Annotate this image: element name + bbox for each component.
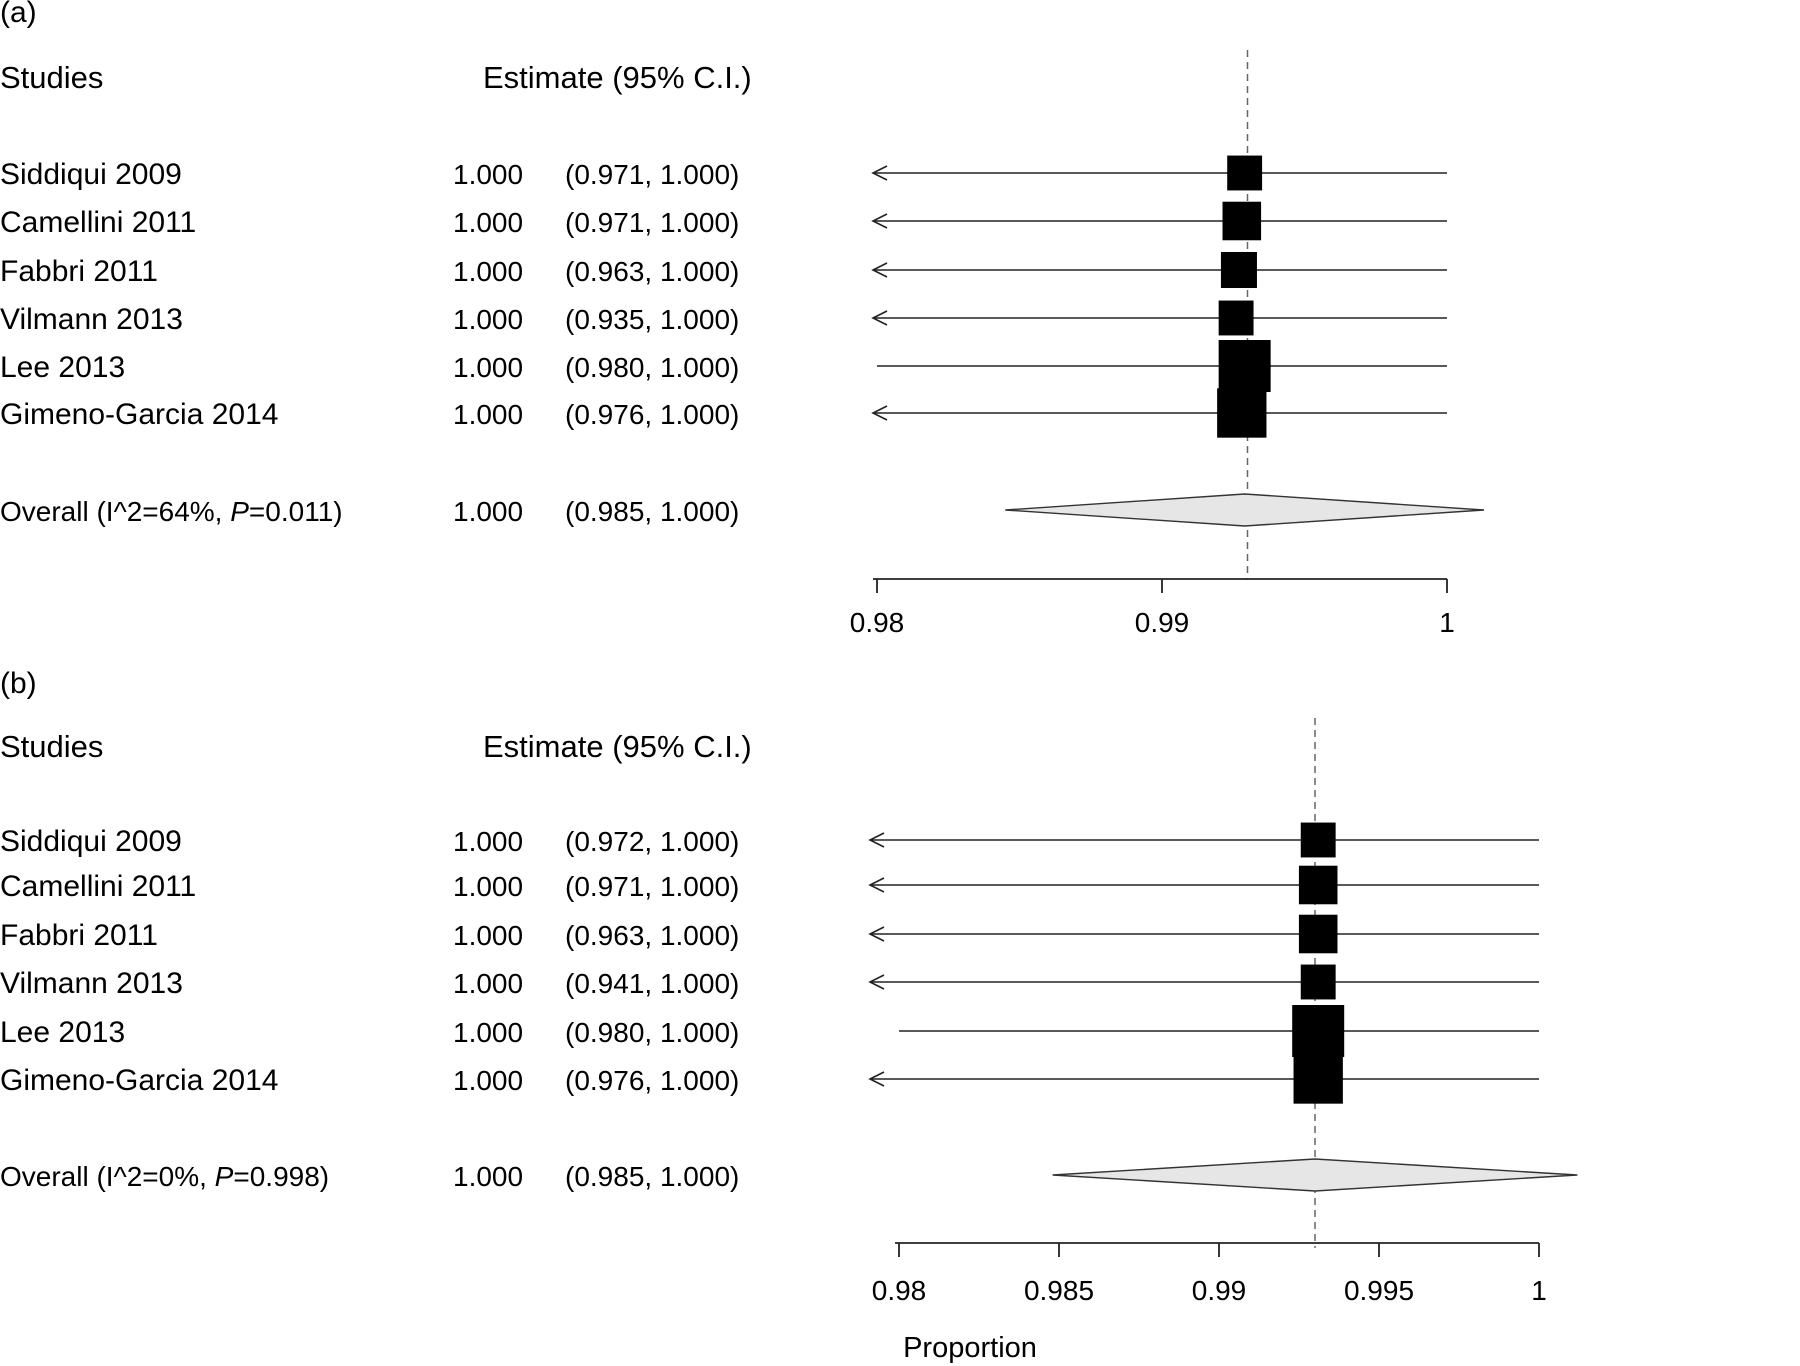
confidence-interval-text: (0.980, 1.000) [565,1017,739,1048]
study-label: Vilmann 2013 [0,303,183,336]
x-tick-label: 1 [1439,607,1455,638]
estimate-value: 1.000 [453,256,523,287]
estimate-header: Estimate (95% C.I.) [483,60,752,95]
x-tick-label: 0.98 [850,607,905,638]
overall-label: Overall (I^2=64%, P=0.011) [0,496,343,527]
study-label: Fabbri 2011 [0,919,158,952]
overall-confidence-interval-text: (0.985, 1.000) [565,496,739,527]
confidence-interval-text: (0.980, 1.000) [565,352,739,383]
estimate-value: 1.000 [453,304,523,335]
x-tick-label: 0.99 [1192,1275,1247,1306]
point-estimate-square [1227,155,1263,191]
x-tick-label: 0.995 [1344,1275,1414,1306]
estimate-value: 1.000 [453,1017,523,1048]
overall-diamond [1052,1158,1578,1192]
confidence-interval-text: (0.971, 1.000) [565,207,739,238]
studies-header: Studies [0,729,103,764]
studies-header: Studies [0,60,103,95]
forest-panel-1: (a) Studies Estimate (95% C.I.) Siddiqui 20… [0,0,1485,638]
x-tick-label: 0.985 [1024,1275,1094,1306]
point-estimate-square [1217,388,1267,438]
x-tick-label: 0.98 [872,1275,927,1306]
confidence-interval-text: (0.963, 1.000) [565,256,739,287]
panel-label: (a) [0,0,37,29]
x-axis-title: Proportion [903,1332,1037,1364]
point-estimate-square [1218,340,1271,392]
ci-arrow-left [871,310,888,326]
estimate-value: 1.000 [453,968,523,999]
point-estimate-square [1298,914,1338,954]
ci-arrow-left [871,262,888,278]
ci-arrow-left [868,877,885,893]
confidence-interval-text: (0.963, 1.000) [565,920,739,951]
confidence-interval-text: (0.971, 1.000) [565,159,739,190]
confidence-interval-text: (0.972, 1.000) [565,826,739,857]
estimate-value: 1.000 [453,207,523,238]
confidence-interval-text: (0.941, 1.000) [565,968,739,999]
confidence-interval-text: (0.971, 1.000) [565,871,739,902]
study-label: Vilmann 2013 [0,967,183,1000]
ci-arrow-left [868,926,885,942]
study-label: Siddiqui 2009 [0,158,182,191]
estimate-value: 1.000 [453,871,523,902]
x-tick-label: 1 [1531,1275,1547,1306]
point-estimate-square [1298,865,1338,905]
point-estimate-square [1218,300,1254,336]
ci-arrow-left [868,832,885,848]
overall-label: Overall (I^2=0%, P=0.998) [0,1161,329,1192]
ci-arrow-left [868,1071,885,1087]
estimate-value: 1.000 [453,826,523,857]
study-label: Camellini 2011 [0,206,196,239]
overall-estimate-value: 1.000 [453,1161,523,1192]
estimate-value: 1.000 [453,920,523,951]
ci-arrow-left [871,165,888,181]
point-estimate-square [1293,1054,1343,1104]
estimate-value: 1.000 [453,352,523,383]
overall-estimate-value: 1.000 [453,496,523,527]
study-label: Camellini 2011 [0,870,196,903]
overall-confidence-interval-text: (0.985, 1.000) [565,1161,739,1192]
ci-arrow-left [871,213,888,229]
point-estimate-square [1220,251,1257,289]
study-label: Fabbri 2011 [0,255,158,288]
confidence-interval-text: (0.935, 1.000) [565,304,739,335]
point-estimate-square [1300,822,1336,858]
point-estimate-square [1300,964,1336,1000]
x-tick-label: 0.99 [1135,607,1190,638]
forest-panel-2: (b) Studies Estimate (95% C.I.) Siddiqui 20… [0,667,1578,1364]
study-label: Lee 2013 [0,1016,125,1049]
study-label: Lee 2013 [0,351,125,384]
overall-diamond [1005,493,1485,527]
ci-arrow-left [868,974,885,990]
estimate-value: 1.000 [453,159,523,190]
ci-arrow-left [871,405,888,421]
point-estimate-square [1222,201,1262,241]
study-label: Siddiqui 2009 [0,825,182,858]
study-label: Gimeno-Garcia 2014 [0,398,278,431]
point-estimate-square [1292,1005,1345,1057]
estimate-value: 1.000 [453,1065,523,1096]
estimate-header: Estimate (95% C.I.) [483,729,752,764]
study-label: Gimeno-Garcia 2014 [0,1064,278,1097]
confidence-interval-text: (0.976, 1.000) [565,1065,739,1096]
estimate-value: 1.000 [453,399,523,430]
panel-label: (b) [0,667,37,700]
confidence-interval-text: (0.976, 1.000) [565,399,739,430]
